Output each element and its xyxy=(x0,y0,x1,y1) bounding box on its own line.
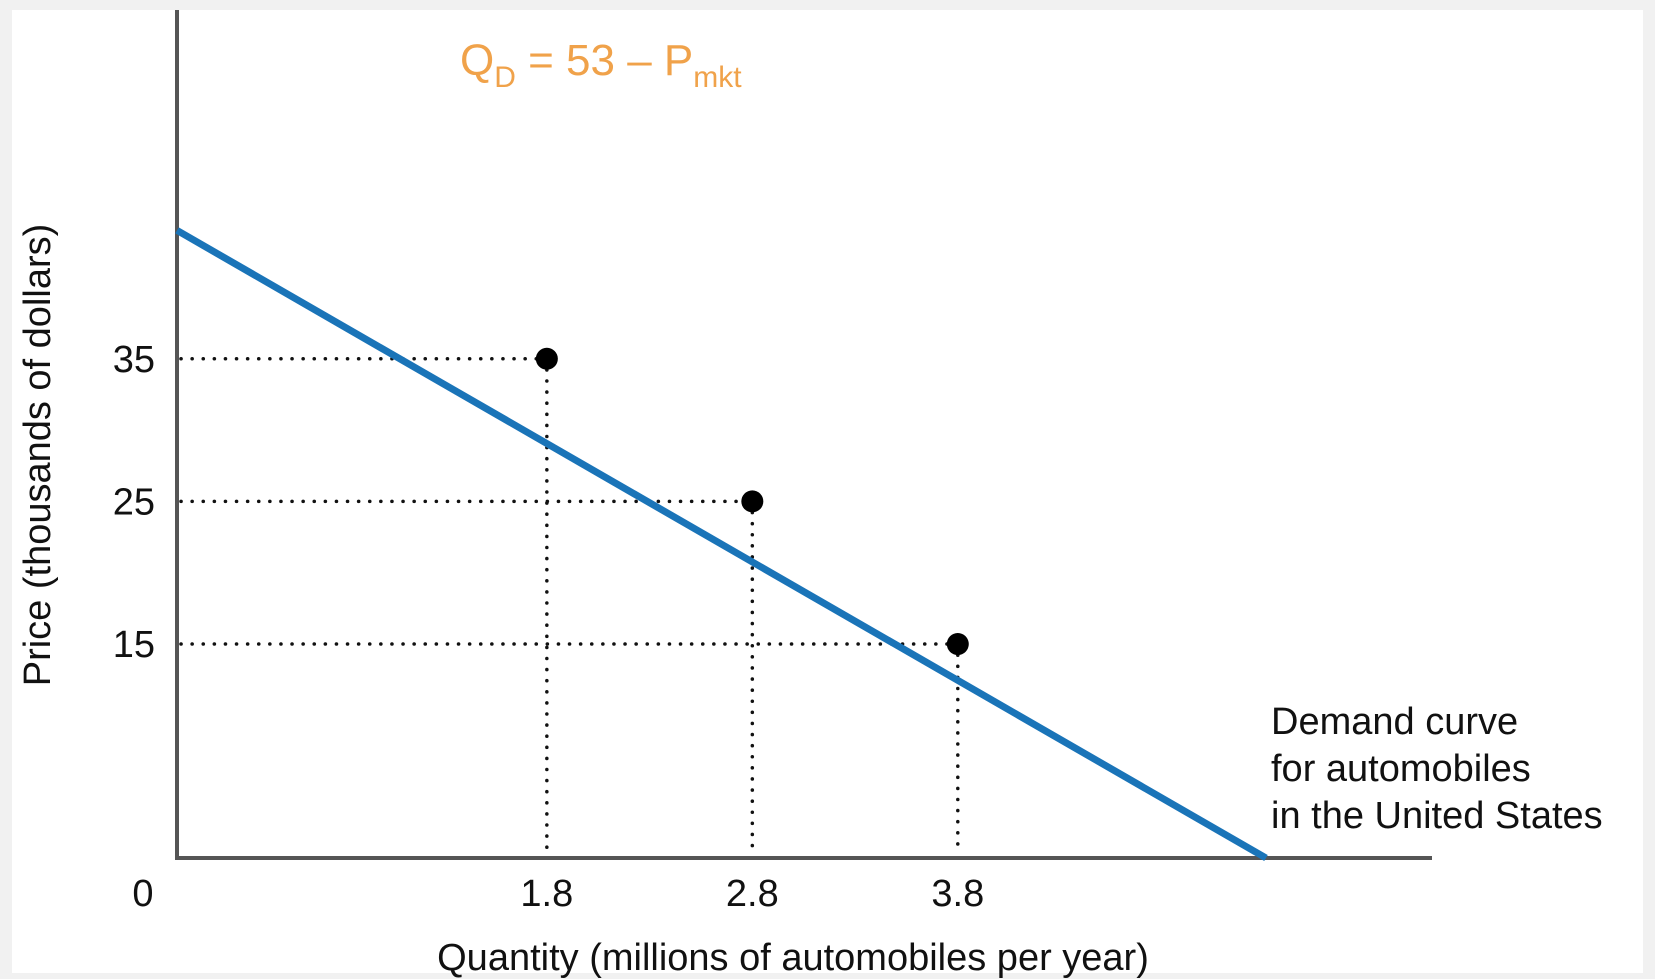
y-tick-label-3: 15 xyxy=(113,624,155,666)
x-axis-title: Quantity (millions of automobiles per ye… xyxy=(437,937,1149,979)
y-axis-title: Price (thousands of dollars) xyxy=(17,224,59,687)
chart-frame xyxy=(12,10,1643,973)
guide-lines xyxy=(179,357,960,856)
y-tick-label-2: 25 xyxy=(113,481,155,523)
x-tick-label-3: 3.8 xyxy=(931,873,984,915)
equation-q: Q xyxy=(460,36,494,85)
demand-curve-line xyxy=(175,227,1268,862)
equation-label: QD = 53 – Pmkt xyxy=(460,36,742,94)
data-point-2 xyxy=(741,490,764,513)
y-tick-labels: 35 25 15 xyxy=(113,339,155,666)
data-points xyxy=(535,347,969,656)
origin-label: 0 xyxy=(132,873,153,915)
x-tick-label-1: 1.8 xyxy=(520,873,573,915)
equation-p-subscript: mkt xyxy=(693,61,742,94)
demand-curve-label: Demand curve for automobiles in the Unit… xyxy=(1271,701,1603,837)
curve-label-line-2: for automobiles xyxy=(1271,748,1531,790)
curve-label-line-3: in the United States xyxy=(1271,795,1603,837)
x-tick-label-2: 2.8 xyxy=(726,873,779,915)
curve-label-line-1: Demand curve xyxy=(1271,701,1518,743)
data-point-1 xyxy=(535,347,558,370)
data-point-3 xyxy=(946,633,969,656)
equation-middle: = 53 – P xyxy=(516,36,693,85)
y-tick-label-1: 35 xyxy=(113,339,155,381)
x-tick-labels: 1.8 2.8 3.8 xyxy=(520,873,984,915)
equation-q-subscript: D xyxy=(494,61,516,94)
